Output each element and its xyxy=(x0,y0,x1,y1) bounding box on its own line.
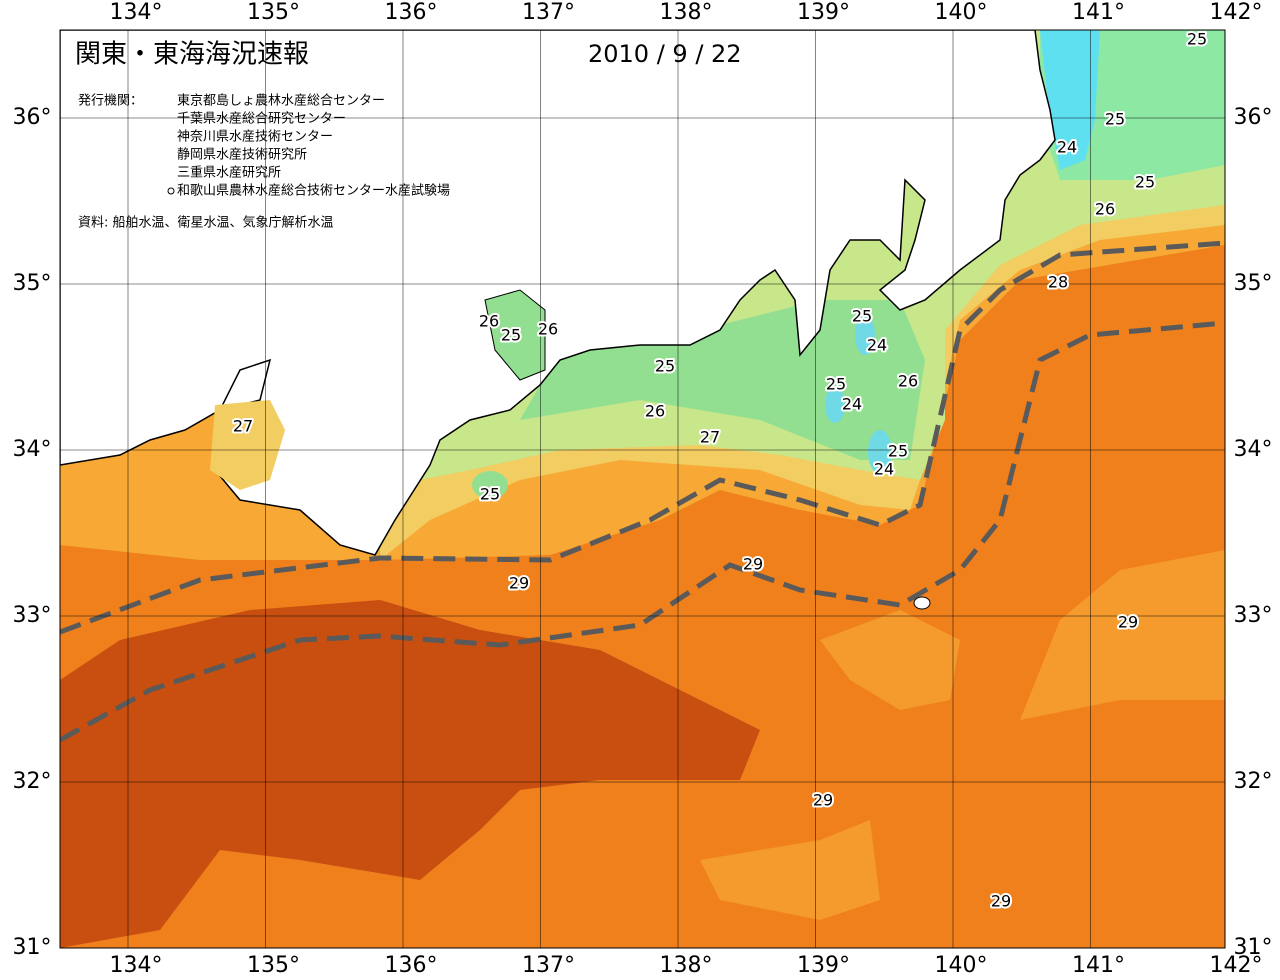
contour-label: 25 xyxy=(826,375,846,394)
lat-label: 35° xyxy=(13,271,52,296)
contour-label: 29 xyxy=(1118,613,1138,632)
lon-label: 139° xyxy=(797,0,850,25)
lat-label: 34° xyxy=(1234,437,1273,462)
issuer: 静岡県水産技術研究所 xyxy=(177,147,307,163)
lat-label: 31° xyxy=(1234,935,1273,960)
contour-label: 24 xyxy=(874,460,894,479)
lon-label: 134° xyxy=(110,953,163,978)
lon-label: 140° xyxy=(935,0,988,25)
contour-label: 26 xyxy=(1095,200,1115,219)
contour-label: 27 xyxy=(233,417,253,436)
ocean-hot xyxy=(60,600,760,948)
lon-label: 135° xyxy=(247,953,300,978)
ocean-24-spot xyxy=(868,430,892,474)
issuer: 三重県水産研究所 xyxy=(177,165,281,181)
issuer: 和歌山県農林水産総合技術センター水産試験場 xyxy=(177,183,450,199)
kuroshio-north-edge xyxy=(60,240,1225,635)
contour-label: 24 xyxy=(1057,138,1077,157)
lon-label: 137° xyxy=(522,0,575,25)
contour-label: 29 xyxy=(813,791,833,810)
lon-label: 135° xyxy=(247,0,300,25)
issuer-heading: 発行機関： xyxy=(78,94,143,109)
lon-label: 134° xyxy=(110,0,163,25)
ocean-24-north xyxy=(1040,30,1100,170)
lat-label: 35° xyxy=(1234,271,1273,296)
contour-label: 26 xyxy=(479,312,499,331)
lon-label: 136° xyxy=(385,0,438,25)
ocean-25-spot xyxy=(472,471,508,499)
light-orange-patch xyxy=(700,550,1225,920)
contour-label: 25 xyxy=(480,485,500,504)
contour-label: 26 xyxy=(538,320,558,339)
lon-label: 137° xyxy=(522,953,575,978)
marker xyxy=(167,187,175,195)
issuer: 東京都島しょ農林水産総合センター xyxy=(177,93,385,109)
lon-label: 136° xyxy=(385,953,438,978)
lon-label: 138° xyxy=(660,953,713,978)
title: 関東・東海海況速報 xyxy=(75,40,309,70)
contour-label: 25 xyxy=(1105,110,1125,129)
lon-label: 141° xyxy=(1072,953,1125,978)
source: 資料: 船舶水温、衛星水温、気象庁解析水温 xyxy=(78,215,334,231)
ocean-24-spot xyxy=(855,315,875,355)
contour-label: 25 xyxy=(888,442,908,461)
lat-label: 36° xyxy=(13,105,52,130)
lat-label: 33° xyxy=(1234,603,1273,628)
graticule xyxy=(60,30,1225,948)
issuer: 千葉県水産総合研究センター xyxy=(177,111,346,127)
contour-label: 27 xyxy=(700,428,720,447)
contour-label: 25 xyxy=(501,326,521,345)
contour-label: 29 xyxy=(743,555,763,574)
issuer: 神奈川県水産技術センター xyxy=(177,129,333,145)
lat-label: 32° xyxy=(13,769,52,794)
lon-label: 141° xyxy=(1072,0,1125,25)
lon-label: 142° xyxy=(1210,953,1263,978)
lat-label: 32° xyxy=(1234,769,1273,794)
contour-label: 25 xyxy=(1135,173,1155,192)
contour-label: 26 xyxy=(645,402,665,421)
island xyxy=(913,596,931,610)
contour-label: 25 xyxy=(852,307,872,326)
axis-labels: 134° 134° 135° 135° 136° 136° 137° 137° 138° 138°… xyxy=(13,0,1273,978)
contour-label: 29 xyxy=(509,574,529,593)
contour-label: 25 xyxy=(1187,30,1207,49)
ocean-24-spot xyxy=(825,387,845,423)
date: 2010 / 9 / 22 xyxy=(588,40,742,68)
lon-label: 138° xyxy=(660,0,713,25)
lon-label: 140° xyxy=(935,953,988,978)
map-frame xyxy=(59,29,1226,949)
lat-label: 31° xyxy=(13,935,52,960)
lat-label: 36° xyxy=(1234,105,1273,130)
kuroshio-axis xyxy=(60,320,1225,743)
lon-label: 142° xyxy=(1210,0,1263,25)
ise-bay xyxy=(484,289,546,381)
issuer-list: 東京都島しょ農林水産総合センター千葉県水産総合研究センター神奈川県水産技術センタ… xyxy=(177,93,450,199)
contour-label: 25 xyxy=(655,357,675,376)
kii-channel xyxy=(210,400,285,490)
land xyxy=(60,30,1056,556)
contour-label: 28 xyxy=(1048,273,1068,292)
contour-label: 24 xyxy=(842,395,862,414)
ocean-25 xyxy=(520,300,925,460)
lon-label: 139° xyxy=(797,953,850,978)
contour-label: 26 xyxy=(898,372,918,391)
lat-label: 34° xyxy=(13,437,52,462)
contour-label: 24 xyxy=(867,336,887,355)
contour-label: 29 xyxy=(991,892,1011,911)
lat-label: 33° xyxy=(13,603,52,628)
